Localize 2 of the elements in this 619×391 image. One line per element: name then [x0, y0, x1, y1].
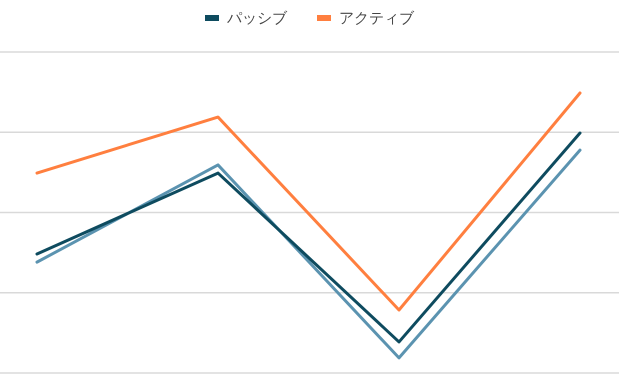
legend-label: パッシブ: [226, 9, 288, 27]
legend-label: アクティブ: [339, 9, 415, 27]
